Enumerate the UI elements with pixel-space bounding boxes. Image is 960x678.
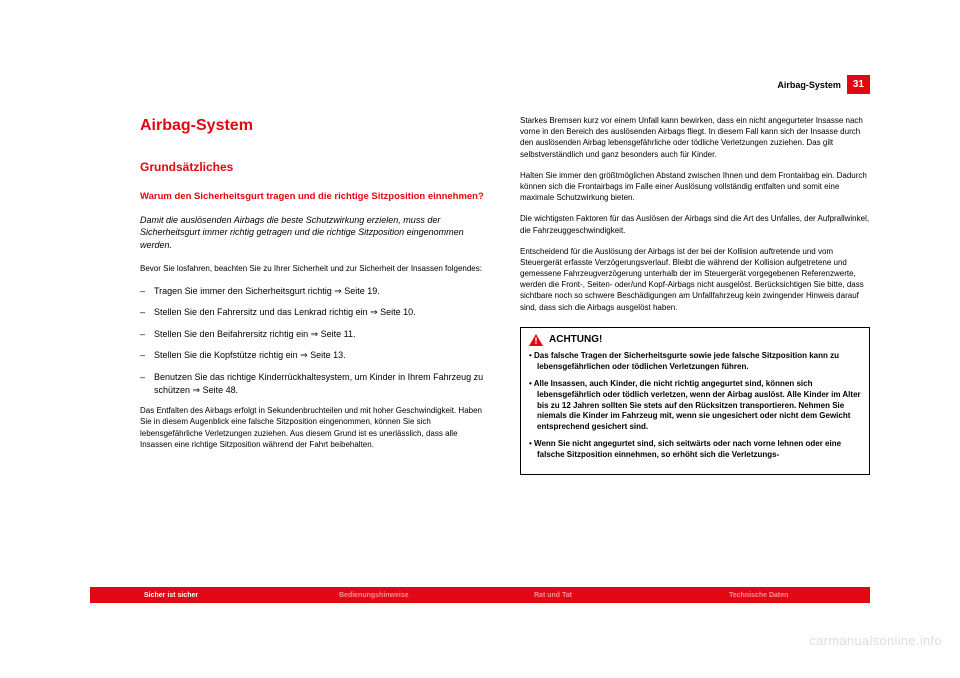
warning-title: ACHTUNG! [549,333,602,347]
list-text: Tragen Sie immer den Sicherheitsgurt ric… [154,285,490,298]
page-number: 31 [847,75,870,94]
footer-item: Bedienungshinweise [285,592,480,599]
heading-2: Grundsätzliches [140,159,490,175]
paragraph: Starkes Bremsen kurz vor einem Unfall ka… [520,115,870,160]
list-item: – Stellen Sie den Fahrersitz und das Len… [140,306,490,319]
heading-1: Airbag-System [140,115,490,137]
paragraph: Die wichtigsten Faktoren für das Auslöse… [520,213,870,235]
list-text: Stellen Sie die Kopfstütze richtig ein ⇒… [154,349,490,362]
list-text: Benutzen Sie das richtige Kinderrückhalt… [154,371,490,396]
intro-paragraph: Damit die auslösenden Airbags die beste … [140,214,490,252]
warning-item: Wenn Sie nicht angegurtet sind, sich sei… [529,439,861,461]
list-text: Stellen Sie den Beifahrersitz richtig ei… [154,328,490,341]
list-dash: – [140,371,154,396]
list-dash: – [140,306,154,319]
footer-item: Rat und Tat [480,592,675,599]
warning-triangle-icon [529,334,543,346]
content-columns: Airbag-System Grundsätzliches Warum den … [140,75,870,475]
page: Airbag-System 31 Airbag-System Grundsätz… [0,0,960,678]
list-dash: – [140,285,154,298]
warning-box: ACHTUNG! Das falsche Tragen der Sicherhe… [520,327,870,476]
footer-item: Technische Daten [675,592,870,599]
warning-header: ACHTUNG! [521,328,869,350]
watermark: carmanualsonline.info [809,633,942,648]
footer-item-active: Sicher ist sicher [90,592,285,599]
paragraph: Halten Sie immer den größtmöglichen Abst… [520,170,870,204]
paragraph: Entscheidend für die Auslösung der Airba… [520,246,870,313]
warning-item: Alle Insassen, auch Kinder, die nicht ri… [529,379,861,433]
paragraph: Das Entfalten des Airbags erfolgt in Sek… [140,405,490,450]
warning-body: Das falsche Tragen der Sicherheitsgurte … [521,349,869,474]
list-item: – Tragen Sie immer den Sicherheitsgurt r… [140,285,490,298]
list-item: – Stellen Sie die Kopfstütze richtig ein… [140,349,490,362]
list-item: – Benutzen Sie das richtige Kinderrückha… [140,371,490,396]
warning-item: Das falsche Tragen der Sicherheitsgurte … [529,351,861,373]
section-label: Airbag-System [777,80,841,90]
list-dash: – [140,349,154,362]
list-dash: – [140,328,154,341]
list-item: – Stellen Sie den Beifahrersitz richtig … [140,328,490,341]
right-column: Starkes Bremsen kurz vor einem Unfall ka… [520,115,870,475]
page-header: Airbag-System 31 [777,75,870,94]
heading-3: Warum den Sicherheitsgurt tragen und die… [140,191,490,204]
left-column: Airbag-System Grundsätzliches Warum den … [140,115,490,475]
paragraph: Bevor Sie losfahren, beachten Sie zu Ihr… [140,263,490,274]
footer-nav: Sicher ist sicher Bedienungshinweise Rat… [90,587,870,603]
list-text: Stellen Sie den Fahrersitz und das Lenkr… [154,306,490,319]
